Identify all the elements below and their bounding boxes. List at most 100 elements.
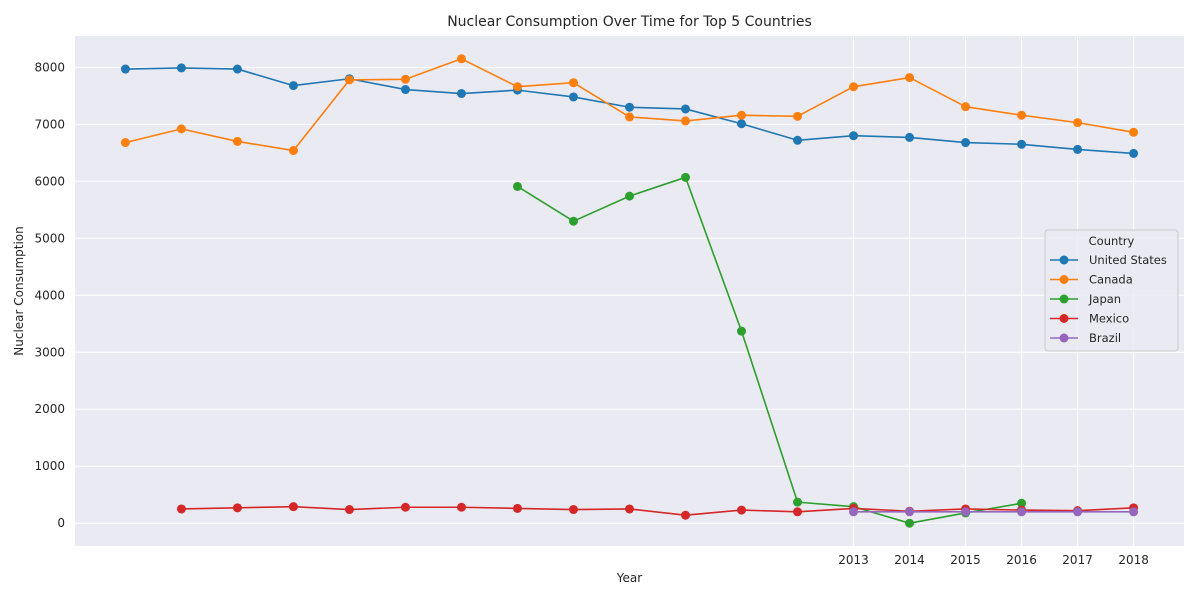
data-point-united-states [1073, 144, 1083, 154]
series-united-states [120, 63, 1139, 158]
data-point-mexico [793, 507, 803, 517]
series-line-japan [517, 176, 1022, 525]
y-tick-label: 2000 [34, 402, 65, 416]
data-point-canada [120, 138, 130, 148]
data-point-mexico [681, 510, 691, 520]
data-point-canada [905, 73, 915, 83]
data-point-united-states [737, 119, 747, 129]
data-point-united-states [1129, 148, 1139, 158]
data-point-japan [512, 181, 522, 191]
data-point-canada [512, 82, 522, 92]
data-point-united-states [793, 135, 803, 145]
legend-marker [1059, 294, 1069, 304]
legend-label: Mexico [1089, 312, 1129, 326]
legend-label: Brazil [1089, 331, 1121, 345]
data-point-united-states [681, 104, 691, 114]
data-point-brazil [1129, 507, 1139, 517]
data-point-japan [681, 172, 691, 182]
y-tick-label: 1000 [34, 459, 65, 473]
data-point-brazil [1073, 507, 1083, 517]
data-point-mexico [344, 505, 354, 515]
y-axis-title: Nuclear Consumption [12, 226, 26, 355]
data-point-united-states [400, 85, 410, 95]
legend-item-united-states: United States [1050, 253, 1167, 267]
x-axis-title: Year [616, 571, 642, 585]
data-point-united-states [1017, 139, 1027, 149]
legend-marker [1059, 275, 1069, 284]
y-tick-label: 0 [57, 516, 65, 530]
data-point-mexico [176, 504, 186, 514]
data-point-canada [1017, 110, 1027, 120]
data-point-canada [344, 75, 354, 85]
legend-marker [1059, 255, 1069, 265]
data-point-brazil [849, 507, 859, 517]
data-point-japan [737, 326, 747, 336]
chart-title: Nuclear Consumption Over Time for Top 5 … [447, 14, 812, 30]
data-point-united-states [849, 131, 859, 141]
data-point-canada [400, 74, 410, 84]
data-point-canada [849, 82, 859, 92]
legend-marker [1059, 333, 1069, 343]
data-point-canada [737, 110, 747, 120]
data-point-canada [176, 124, 186, 134]
data-point-mexico [288, 502, 298, 512]
y-tick-label: 3000 [34, 345, 65, 359]
series-layer [120, 54, 1139, 528]
data-point-united-states [176, 63, 186, 73]
data-point-mexico [737, 505, 747, 515]
legend-item-brazil: Brazil [1050, 331, 1121, 345]
data-point-japan [905, 518, 915, 528]
data-point-united-states [120, 64, 130, 74]
data-point-united-states [625, 102, 634, 112]
data-point-mexico [625, 504, 634, 514]
data-point-mexico [232, 503, 242, 513]
legend: Country United States Canada Japan Mexico Br… [1044, 229, 1179, 352]
data-point-united-states [288, 81, 298, 91]
series-brazil [849, 507, 1139, 517]
data-point-canada [793, 111, 803, 121]
data-point-mexico [512, 503, 522, 513]
data-point-brazil [905, 507, 915, 517]
data-point-united-states [905, 132, 915, 142]
legend-item-japan: Japan [1050, 292, 1121, 306]
data-point-canada [1129, 127, 1139, 137]
x-tick-label: 2016 [1006, 553, 1037, 567]
data-point-japan [793, 497, 803, 507]
data-point-canada [232, 136, 242, 146]
y-tick-label: 5000 [34, 231, 65, 245]
data-point-mexico [568, 505, 578, 515]
data-point-japan [1017, 498, 1027, 508]
data-point-mexico [456, 502, 466, 512]
data-point-canada [681, 116, 691, 126]
legend-marker [1059, 314, 1069, 323]
y-tick-label: 6000 [34, 174, 65, 188]
data-point-united-states [456, 89, 466, 99]
x-tick-label: 2018 [1118, 553, 1149, 567]
data-point-canada [1073, 118, 1083, 128]
data-point-united-states [568, 92, 578, 102]
data-point-canada [625, 112, 634, 122]
legend-item-mexico: Mexico [1050, 312, 1129, 326]
series-canada [120, 54, 1139, 156]
data-point-united-states [232, 64, 242, 74]
y-tick-label: 4000 [34, 288, 65, 302]
data-point-canada [456, 54, 466, 64]
data-point-canada [288, 146, 298, 156]
x-tick-label: 2014 [894, 553, 925, 567]
legend-title: Country [1089, 234, 1135, 248]
legend-items: United States Canada Japan Mexico Brazil [1050, 253, 1167, 345]
y-tick-label: 8000 [34, 60, 65, 74]
data-point-brazil [961, 507, 971, 517]
legend-item-canada: Canada [1050, 273, 1133, 287]
legend-box [1044, 229, 1179, 352]
x-tick-label: 2015 [950, 553, 981, 567]
data-point-canada [568, 78, 578, 88]
data-point-japan [625, 191, 634, 201]
x-tick-label: 2017 [1062, 553, 1093, 567]
legend-label: Canada [1089, 273, 1133, 287]
data-point-canada [961, 102, 971, 112]
data-point-united-states [961, 138, 971, 148]
data-point-japan [568, 216, 578, 226]
